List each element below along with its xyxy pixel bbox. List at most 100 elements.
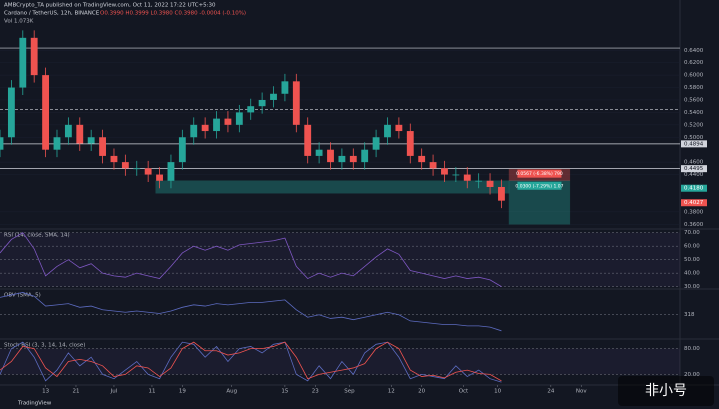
price-label: 0.4180 bbox=[684, 186, 704, 192]
x-tick-label: 15 bbox=[281, 389, 288, 395]
price-label-bg bbox=[681, 184, 707, 192]
y-tick-label: 0.6200 bbox=[684, 60, 704, 66]
footer: TradingView bbox=[17, 401, 52, 407]
x-tick-label: 13 bbox=[42, 389, 49, 395]
x-tick-label: 21 bbox=[72, 389, 79, 395]
candle-body bbox=[201, 124, 209, 132]
candle-body bbox=[292, 81, 300, 125]
indicator-title: OBV (SMA, 5) bbox=[4, 293, 41, 299]
candle-body bbox=[53, 137, 61, 150]
symbol: Cardano / TetherUS, 12h, BINANCE bbox=[4, 11, 100, 17]
y-tick-label: 0.3600 bbox=[684, 222, 704, 228]
candle-body bbox=[76, 124, 84, 144]
x-tick-label: Aug bbox=[226, 389, 237, 395]
publisher: AMBCrypto_TA published on TradingView.co… bbox=[4, 3, 216, 9]
candle-body bbox=[475, 180, 483, 182]
y-tick-label: 0.4600 bbox=[684, 160, 704, 166]
candle-body bbox=[133, 168, 141, 170]
candle-body bbox=[270, 93, 277, 100]
y-tick-label: 50.00 bbox=[684, 257, 700, 263]
candle-body bbox=[315, 149, 323, 156]
y-tick-label: 20.00 bbox=[684, 372, 700, 378]
x-tick-label: 19 bbox=[179, 389, 186, 395]
candle-body bbox=[178, 137, 186, 163]
watermark-bg bbox=[618, 376, 714, 406]
candle-body bbox=[429, 162, 437, 169]
candle-body bbox=[441, 168, 448, 175]
candle-body bbox=[452, 174, 460, 176]
y-tick-label: 60.00 bbox=[684, 244, 700, 250]
candle-body bbox=[406, 131, 414, 156]
candle-body bbox=[258, 99, 266, 107]
y-tick-label: 0.6400 bbox=[684, 48, 704, 54]
candle-body bbox=[235, 112, 243, 125]
x-tick-label: 20 bbox=[418, 389, 425, 395]
candle-body bbox=[213, 118, 220, 132]
candle-body bbox=[42, 75, 50, 150]
x-tick-label: Oct bbox=[459, 389, 469, 395]
price-label-bg bbox=[681, 199, 707, 207]
x-tick-label: Sep bbox=[344, 389, 355, 395]
candle-body bbox=[304, 124, 312, 156]
y-tick-label: 0.5800 bbox=[684, 85, 704, 91]
candle-body bbox=[327, 149, 334, 163]
candle-body bbox=[486, 180, 494, 187]
candle-body bbox=[372, 137, 380, 150]
candle-body bbox=[247, 106, 255, 113]
y-tick-label: 70.00 bbox=[684, 230, 700, 236]
candle-body bbox=[99, 137, 106, 156]
candle-body bbox=[144, 168, 152, 175]
indicator-line bbox=[0, 341, 502, 382]
indicator-title: RSI (14, close, SMA, 14) bbox=[4, 233, 70, 239]
level-label: 0.4495 bbox=[684, 166, 704, 172]
x-tick-label: 24 bbox=[547, 389, 554, 395]
y-tick-label: 0.4400 bbox=[684, 172, 704, 178]
candle-body bbox=[361, 149, 369, 163]
candle-body bbox=[498, 186, 505, 201]
x-tick-label: 12 bbox=[388, 389, 395, 395]
y-tick-label: 30.00 bbox=[684, 284, 700, 290]
y-tick-label: 40.00 bbox=[684, 271, 700, 277]
candle-body bbox=[349, 155, 357, 163]
y-tick-label: 318 bbox=[684, 312, 695, 318]
candle-body bbox=[64, 124, 72, 138]
candle-body bbox=[167, 162, 175, 181]
price-label: 0.4027 bbox=[684, 200, 704, 206]
candle-body bbox=[121, 162, 129, 169]
indicator-line bbox=[0, 341, 502, 383]
candle-body bbox=[156, 174, 163, 181]
zone-label-bg bbox=[517, 181, 562, 190]
x-tick-label: Jul bbox=[110, 389, 118, 395]
watermark: 非小号 bbox=[645, 383, 687, 399]
y-tick-label: 0.5000 bbox=[684, 135, 704, 141]
ohlc: O0.3990 H0.3999 L0.3980 C0.3980 -0.0004 … bbox=[100, 11, 246, 17]
candle-body bbox=[7, 87, 15, 138]
candle-body bbox=[87, 137, 95, 144]
candle-body bbox=[463, 174, 471, 181]
candle-body bbox=[190, 124, 198, 138]
level-label: 0.4894 bbox=[684, 141, 704, 147]
y-tick-label: 80.00 bbox=[684, 346, 700, 352]
indicator-line bbox=[0, 292, 502, 332]
zone-label-bg bbox=[517, 169, 562, 178]
candle-body bbox=[30, 37, 38, 76]
candle-body bbox=[384, 124, 391, 138]
x-tick-label: 23 bbox=[312, 389, 319, 395]
x-tick-label: 11 bbox=[148, 389, 155, 395]
x-tick-label: Nov bbox=[576, 389, 587, 395]
zone-label: 0.0567 (-6.38%) 790 bbox=[516, 171, 563, 177]
y-tick-label: 0.3800 bbox=[684, 209, 704, 215]
y-tick-label: 0.5600 bbox=[684, 97, 704, 103]
y-tick-label: 0.5200 bbox=[684, 122, 704, 128]
candle-body bbox=[418, 155, 426, 163]
candle-body bbox=[338, 155, 346, 163]
volume: Vol 1.073K bbox=[4, 19, 34, 25]
candle-body bbox=[281, 81, 289, 94]
zone-label: 0.0300 (-7.29%) 1.07 bbox=[515, 183, 563, 189]
indicator-title: Stoch RSI (3, 3, 14, 14, close) bbox=[4, 343, 85, 349]
level-label-bg bbox=[681, 140, 707, 148]
y-tick-label: 0.6000 bbox=[684, 73, 704, 79]
candle-body bbox=[395, 124, 403, 132]
